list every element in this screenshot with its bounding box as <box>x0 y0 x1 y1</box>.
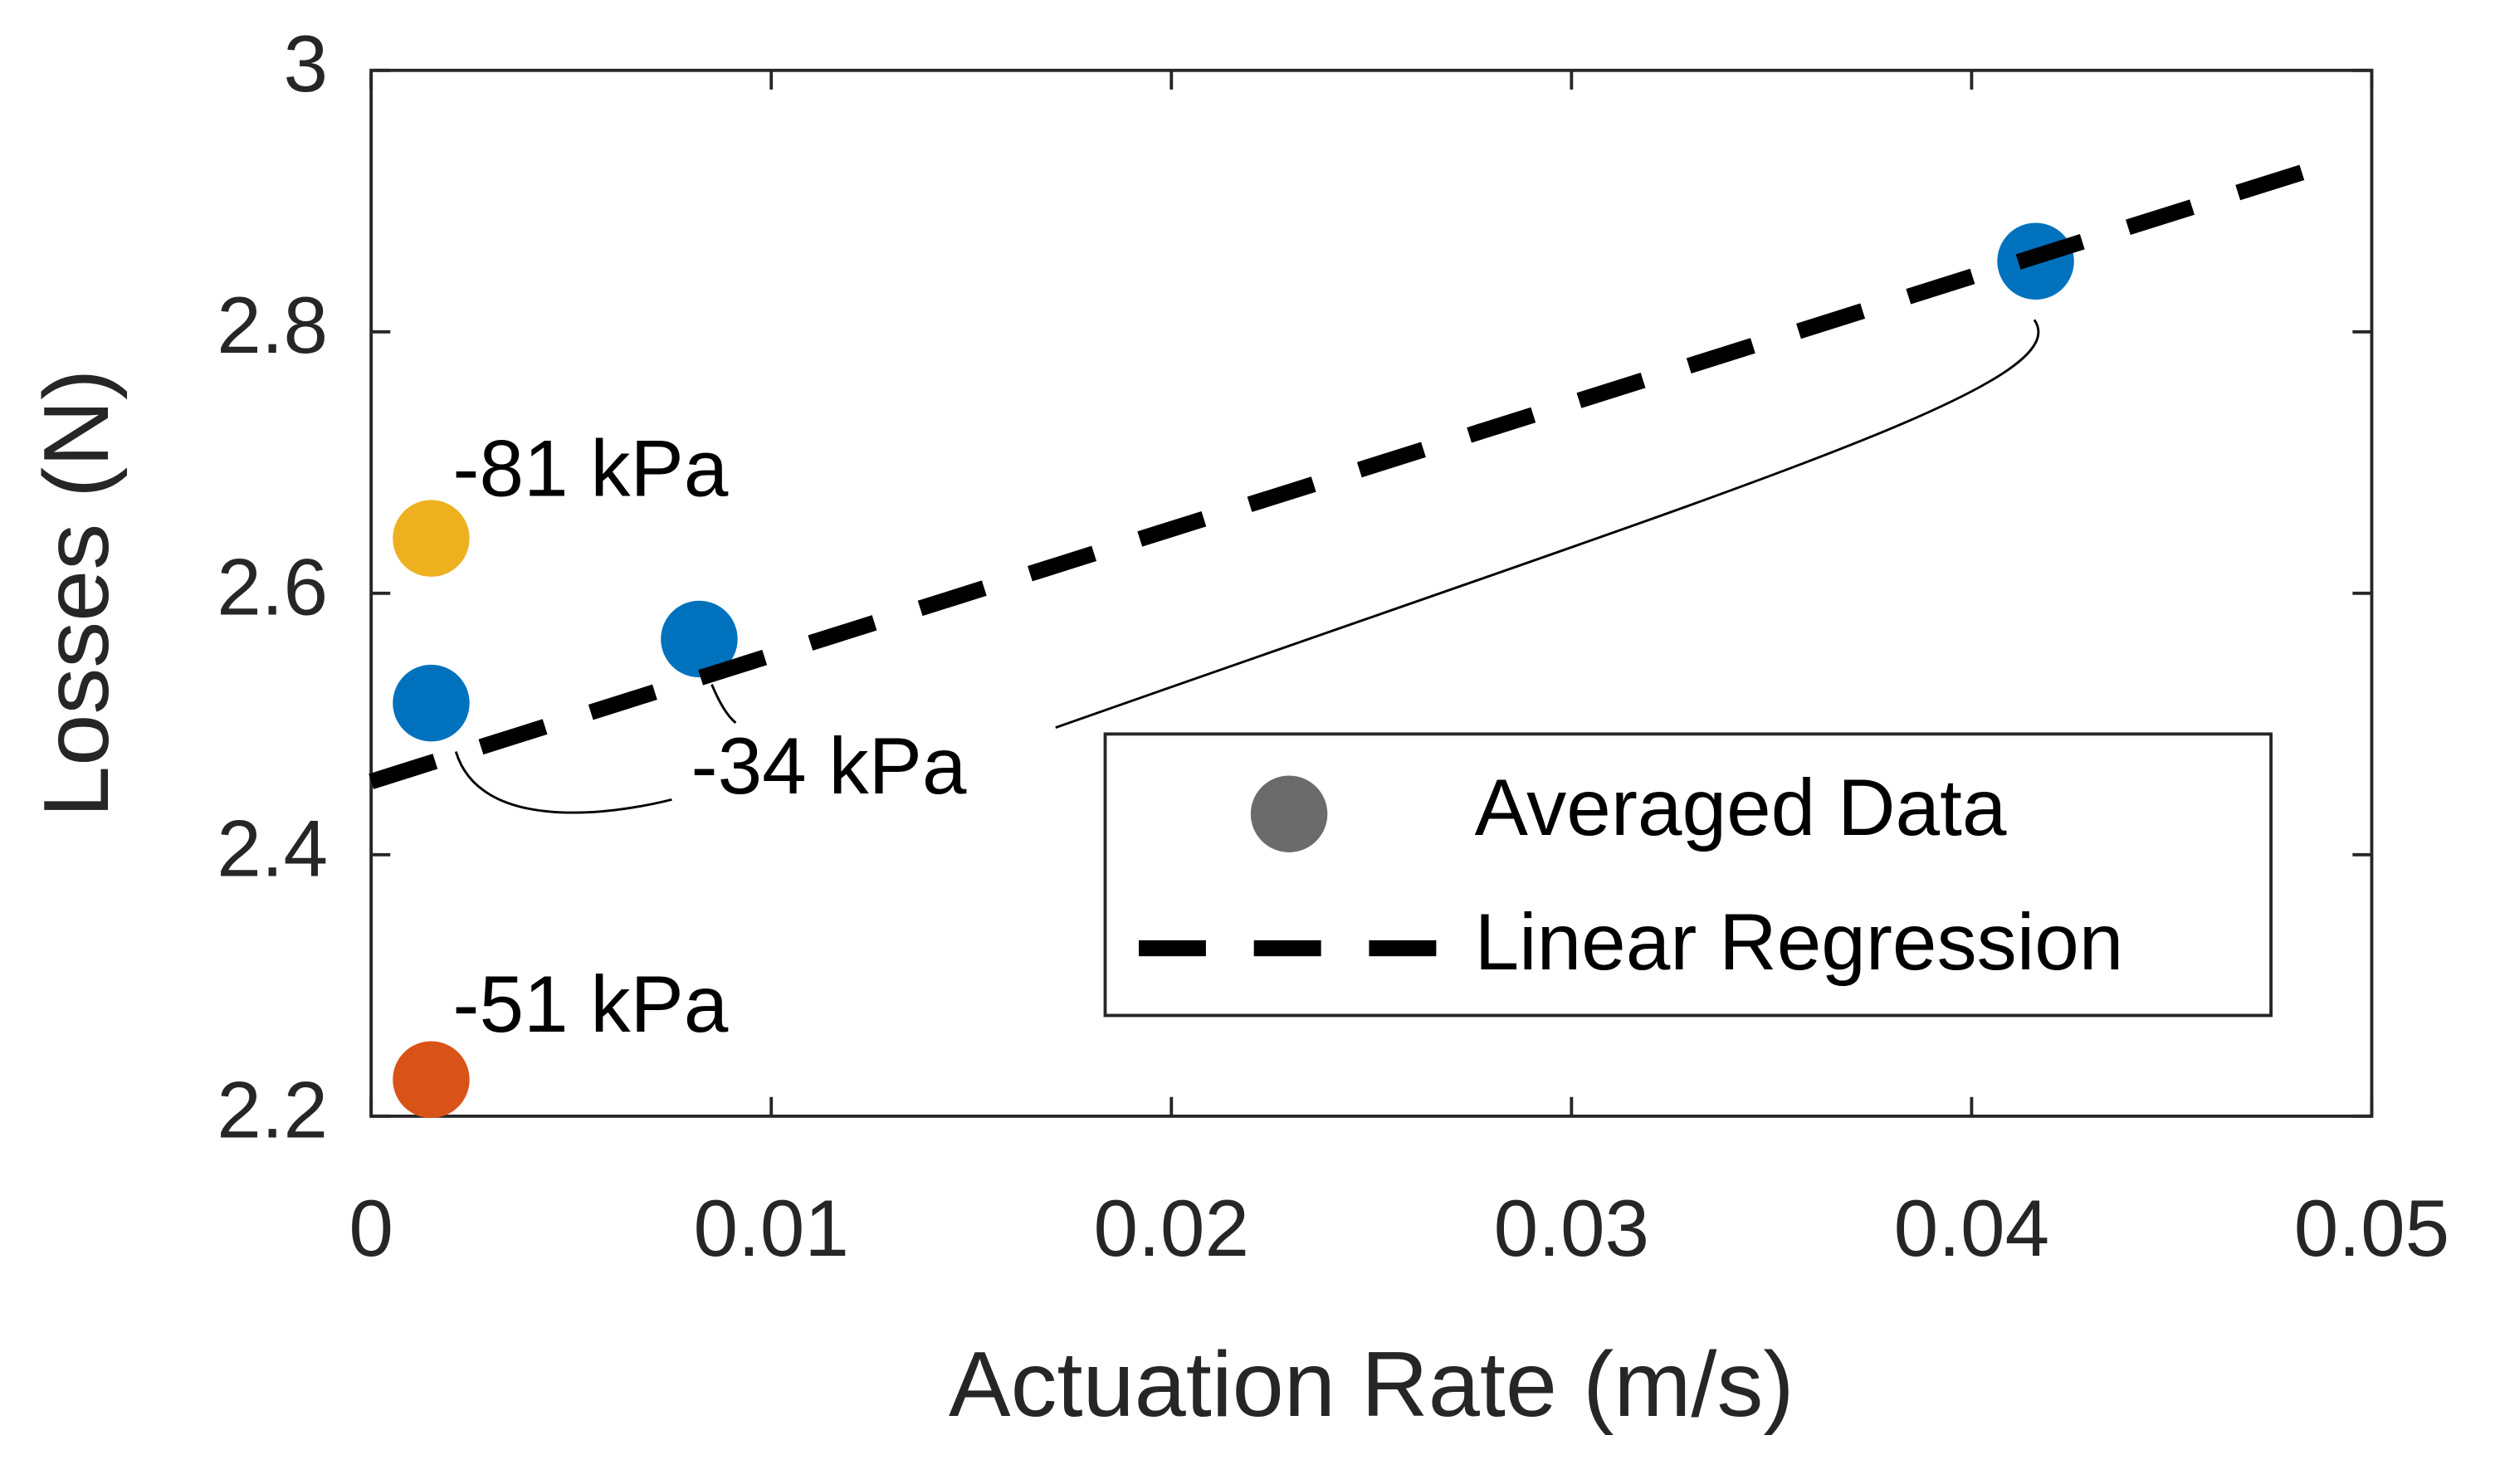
x-tick-label: 0.04 <box>1894 1184 2049 1273</box>
y-axis-label: Losses (N) <box>24 369 128 818</box>
data-point <box>393 664 470 742</box>
x-tick-label: 0 <box>349 1184 393 1273</box>
y-tick-label: 3 <box>284 20 329 109</box>
annotation: -81 kPa <box>452 425 728 514</box>
legend-label: Linear Regression <box>1475 898 2124 987</box>
legend-swatch <box>1250 775 1328 852</box>
connector <box>710 684 737 725</box>
connector <box>454 751 672 814</box>
x-tick-label: 0.01 <box>693 1184 848 1273</box>
y-tick-label: 2.2 <box>217 1066 328 1154</box>
annotation: -34 kPa <box>691 722 967 811</box>
data-point <box>393 500 470 577</box>
y-tick-label: 2.6 <box>217 543 328 632</box>
x-tick-label: 0.03 <box>1494 1184 1649 1273</box>
x-axis-label: Actuation Rate (m/s) <box>949 1332 1794 1436</box>
annotation-connectors <box>454 319 2040 814</box>
data-point <box>661 600 738 678</box>
data-point <box>393 1041 470 1118</box>
y-tick-label: 2.8 <box>217 281 328 370</box>
annotation: -51 kPa <box>452 960 728 1049</box>
y-tick-label: 2.4 <box>217 804 328 893</box>
x-tick-label: 0.05 <box>2294 1184 2449 1273</box>
connector <box>1055 319 2040 730</box>
legend-label: Averaged Data <box>1475 764 2007 852</box>
x-tick-label: 0.02 <box>1094 1184 1249 1273</box>
